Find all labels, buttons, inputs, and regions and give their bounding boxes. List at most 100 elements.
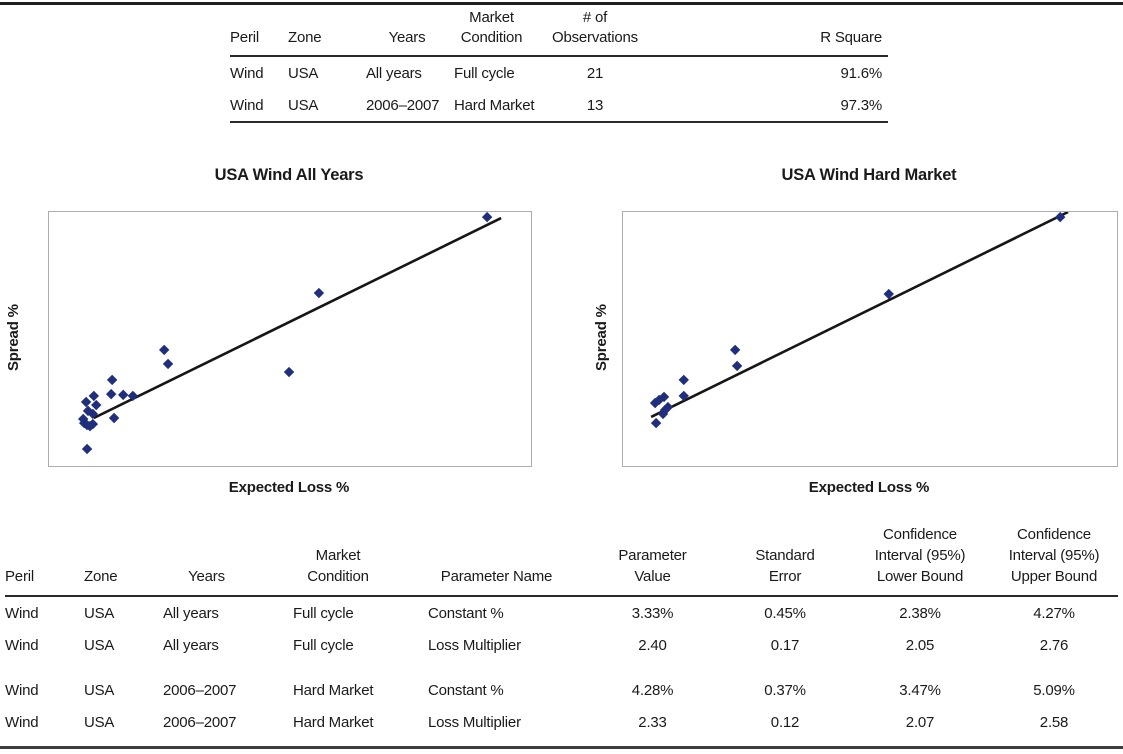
data-point-diamond bbox=[649, 397, 661, 409]
table-cell: 2.07 bbox=[905, 713, 935, 731]
data-point-diamond bbox=[729, 344, 741, 356]
table-cell: USA bbox=[288, 64, 319, 82]
table-cell: 2.58 bbox=[1039, 713, 1069, 731]
col-header-peril: Peril bbox=[5, 524, 80, 597]
table-cell: USA bbox=[84, 604, 115, 622]
col-header-market-condition: Market Condition bbox=[268, 524, 408, 597]
table-cell: Loss Multiplier bbox=[428, 636, 521, 654]
table-cell: 4.27% bbox=[1033, 604, 1075, 622]
parameter-row: Wind USA 2006–2007 Hard Market Loss Multipli… bbox=[5, 706, 1118, 738]
table-cell: Hard Market bbox=[293, 713, 374, 731]
x-axis-label-all-years: Expected Loss % bbox=[228, 479, 350, 496]
table-cell: 2006–2007 bbox=[163, 681, 237, 699]
table-cell: Hard Market bbox=[448, 89, 535, 123]
data-point-diamond bbox=[313, 287, 325, 299]
col-header-parameter-name: Parameter Name bbox=[408, 524, 585, 597]
regression-summary-table: Peril Zone Years Market Condition # of Obs… bbox=[230, 6, 888, 123]
col-header-peril: Peril bbox=[230, 6, 288, 57]
table-cell: Wind bbox=[5, 681, 39, 699]
data-point-diamond bbox=[108, 412, 120, 424]
table-cell: USA bbox=[84, 681, 115, 699]
data-point-diamond bbox=[678, 374, 689, 386]
data-point-diamond bbox=[91, 399, 102, 411]
table-cell: Constant % bbox=[428, 681, 504, 699]
data-point-diamond bbox=[283, 366, 295, 378]
table-cell: 2.40 bbox=[638, 636, 667, 654]
col-header-market-condition: Market Condition bbox=[448, 6, 535, 57]
table-cell: 91.6% bbox=[840, 64, 882, 82]
table-cell: 4.28% bbox=[631, 681, 674, 699]
table-cell: Wind bbox=[230, 64, 264, 82]
data-point-diamond bbox=[87, 408, 99, 420]
col-header-parameter-value: Parameter Value bbox=[585, 524, 720, 597]
table-cell: USA bbox=[84, 713, 115, 731]
table-cell: All years bbox=[366, 64, 422, 82]
col-header-observations: # of Observations bbox=[535, 6, 655, 57]
col-header-zone: Zone bbox=[80, 524, 145, 597]
data-point-diamond bbox=[481, 212, 493, 223]
bottom-rule bbox=[0, 746, 1123, 749]
parameter-row: Wind USA All years Full cycle Loss Multiplie… bbox=[5, 629, 1118, 661]
col-header-zone: Zone bbox=[288, 6, 366, 57]
table-cell: 2.05 bbox=[905, 636, 935, 654]
table-cell: Constant % bbox=[428, 604, 504, 622]
table-cell: 97.3% bbox=[655, 89, 888, 123]
data-point-diamond bbox=[118, 389, 129, 401]
data-point-diamond bbox=[158, 344, 170, 356]
table-cell: 5.09% bbox=[1033, 681, 1075, 699]
col-header-years: Years bbox=[366, 6, 448, 57]
table-cell: USA bbox=[288, 89, 366, 123]
table-cell: 2.38% bbox=[899, 604, 941, 622]
table-cell: 2006–2007 bbox=[366, 89, 448, 123]
table-cell: 0.17 bbox=[770, 636, 800, 654]
chart-title-all-years: USA Wind All Years bbox=[214, 166, 364, 184]
table-cell: Full cycle bbox=[293, 604, 354, 622]
table-cell: 2.33 bbox=[638, 713, 667, 731]
table-cell: 21 bbox=[586, 64, 604, 82]
table-cell: 3.33% bbox=[631, 604, 674, 622]
summary-row: Wind USA 2006–2007 Hard Market 13 97.3% bbox=[230, 89, 888, 123]
scatter-canvas-hard-market bbox=[649, 212, 1069, 429]
data-point-diamond bbox=[105, 388, 117, 400]
y-axis-label-hard-market: Spread % bbox=[593, 304, 610, 372]
summary-header-row: Peril Zone Years Market Condition # of Obs… bbox=[230, 6, 888, 57]
data-point-diamond bbox=[127, 390, 139, 402]
table-cell: 0.12 bbox=[770, 713, 800, 731]
col-header-r-square: R Square bbox=[655, 6, 888, 57]
summary-row: Wind USA All years Full cycle 21 91.6% bbox=[230, 56, 888, 89]
table-cell: All years bbox=[163, 604, 219, 622]
col-header-standard-error: Standard Error bbox=[720, 524, 850, 597]
scatter-canvas-all-years bbox=[78, 212, 502, 455]
table-cell: Full cycle bbox=[293, 636, 354, 654]
table-cell: Wind bbox=[5, 604, 39, 622]
parameter-row: Wind USA 2006–2007 Hard Market Constant % 4.2… bbox=[5, 661, 1118, 706]
data-point-diamond bbox=[88, 390, 100, 402]
table-cell: Hard Market bbox=[293, 681, 374, 699]
table-cell: USA bbox=[84, 636, 115, 654]
col-header-years: Years bbox=[145, 524, 268, 597]
table-cell: Wind bbox=[5, 713, 39, 731]
y-axis-label-all-years: Spread % bbox=[5, 304, 22, 372]
table-cell: 2.76 bbox=[1039, 636, 1069, 654]
table-cell: All years bbox=[163, 636, 219, 654]
data-point-diamond bbox=[650, 417, 662, 429]
table-cell: 0.45% bbox=[764, 604, 806, 622]
data-point-diamond bbox=[883, 288, 894, 300]
col-header-ci-lower: Confidence Interval (95%) Lower Bound bbox=[850, 524, 990, 597]
plot-area-all-years bbox=[48, 211, 532, 467]
data-point-diamond bbox=[659, 404, 671, 416]
parameter-estimates-table: Peril Zone Years Market Condition Paramet… bbox=[5, 524, 1118, 738]
table-cell: 2006–2007 bbox=[163, 713, 237, 731]
data-point-diamond bbox=[106, 374, 118, 386]
table-cell: 13 bbox=[535, 89, 655, 123]
data-point-diamond bbox=[80, 396, 92, 408]
data-point-diamond bbox=[731, 360, 743, 372]
parameter-row: Wind USA All years Full cycle Constant % 3.33… bbox=[5, 596, 1118, 629]
table-cell: 0.37% bbox=[764, 681, 806, 699]
table-cell: Wind bbox=[5, 636, 39, 654]
data-point-diamond bbox=[162, 358, 174, 370]
trend-line bbox=[93, 216, 502, 420]
data-point-diamond bbox=[81, 443, 93, 455]
top-rule bbox=[0, 2, 1123, 5]
